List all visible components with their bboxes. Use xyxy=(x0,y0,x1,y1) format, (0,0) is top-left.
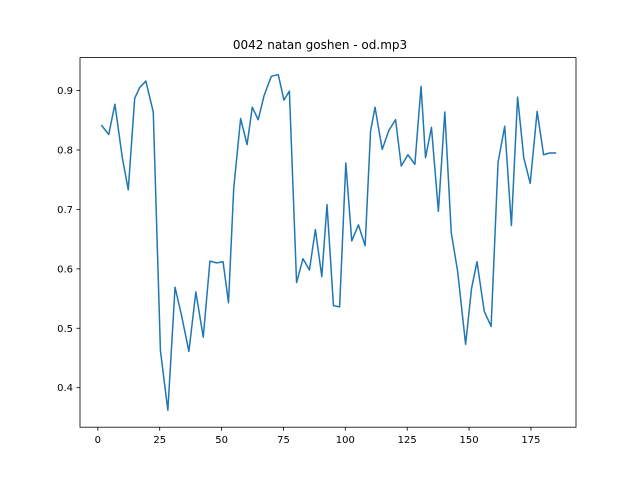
axis-ticks: 0 25 50 75 100 125 150 175 0.4 0.5 0.6 0.7 0.8 0.9 xyxy=(57,86,540,446)
x-tick-label: 100 xyxy=(336,435,355,446)
x-tick-label: 125 xyxy=(398,435,417,446)
y-tick-label: 0.4 xyxy=(57,383,73,394)
x-tick-label: 50 xyxy=(215,435,228,446)
x-tick-label: 75 xyxy=(277,435,290,446)
y-tick-label: 0.9 xyxy=(57,86,73,97)
x-tick-label: 150 xyxy=(460,435,479,446)
series-line xyxy=(100,73,557,412)
chart-title: 0042 natan goshen - od.mp3 xyxy=(233,38,407,52)
series-layer xyxy=(100,73,557,412)
y-tick-label: 0.5 xyxy=(57,324,73,335)
y-tick-label: 0.7 xyxy=(57,205,73,216)
x-tick-label: 175 xyxy=(521,435,540,446)
plot-area-frame xyxy=(79,57,577,428)
y-tick-label: 0.8 xyxy=(57,146,73,157)
y-tick-label: 0.6 xyxy=(57,264,73,275)
x-tick-label: 0 xyxy=(95,435,101,446)
x-tick-label: 25 xyxy=(153,435,166,446)
